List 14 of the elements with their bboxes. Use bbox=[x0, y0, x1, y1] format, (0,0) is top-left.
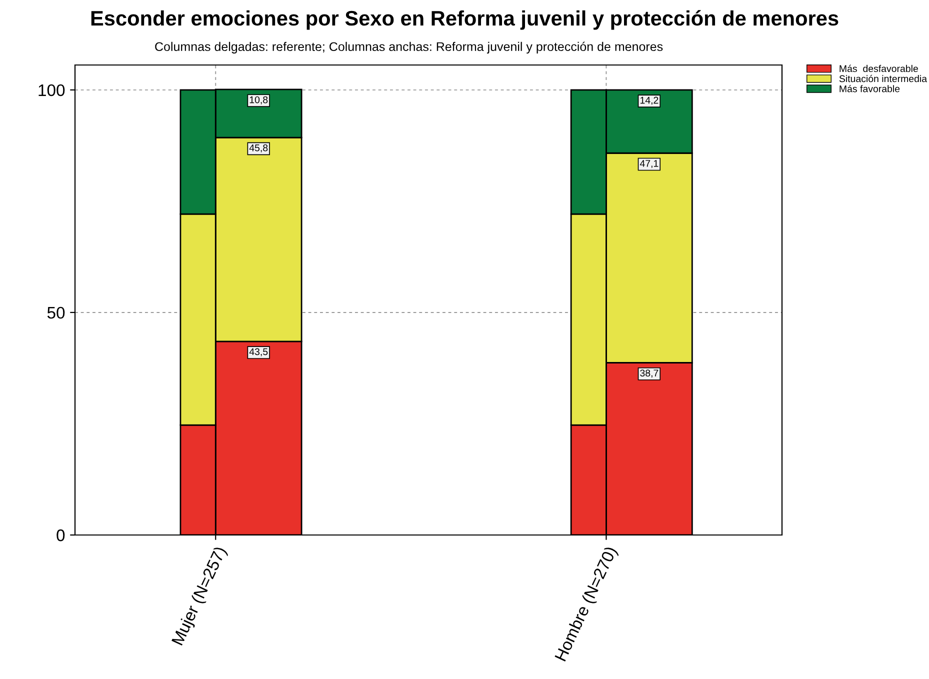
chart-subtitle: Columnas delgadas: referente; Columnas anchas: Reforma juvenil y protección de menores bbox=[155, 42, 663, 54]
y-tick-label: 50 bbox=[47, 306, 65, 319]
data-label: 14,2 bbox=[640, 96, 658, 105]
y-tick-label: 100 bbox=[38, 84, 65, 96]
data-label: 38,7 bbox=[640, 370, 658, 378]
chart-title: Esconder emociones por Sexo en Reforma juvenil y protección de menores bbox=[91, 10, 838, 30]
legend-label: Más desfavorable bbox=[840, 64, 918, 72]
data-label: 47,1 bbox=[640, 160, 658, 168]
legend-label: Más favorable bbox=[840, 84, 900, 92]
legend-label: Situación intermedia bbox=[839, 74, 928, 82]
data-label: 43,5 bbox=[249, 348, 268, 356]
data-label: 10,8 bbox=[250, 96, 268, 104]
y-tick-label: 0 bbox=[56, 529, 65, 542]
data-label: 45,8 bbox=[249, 144, 268, 152]
